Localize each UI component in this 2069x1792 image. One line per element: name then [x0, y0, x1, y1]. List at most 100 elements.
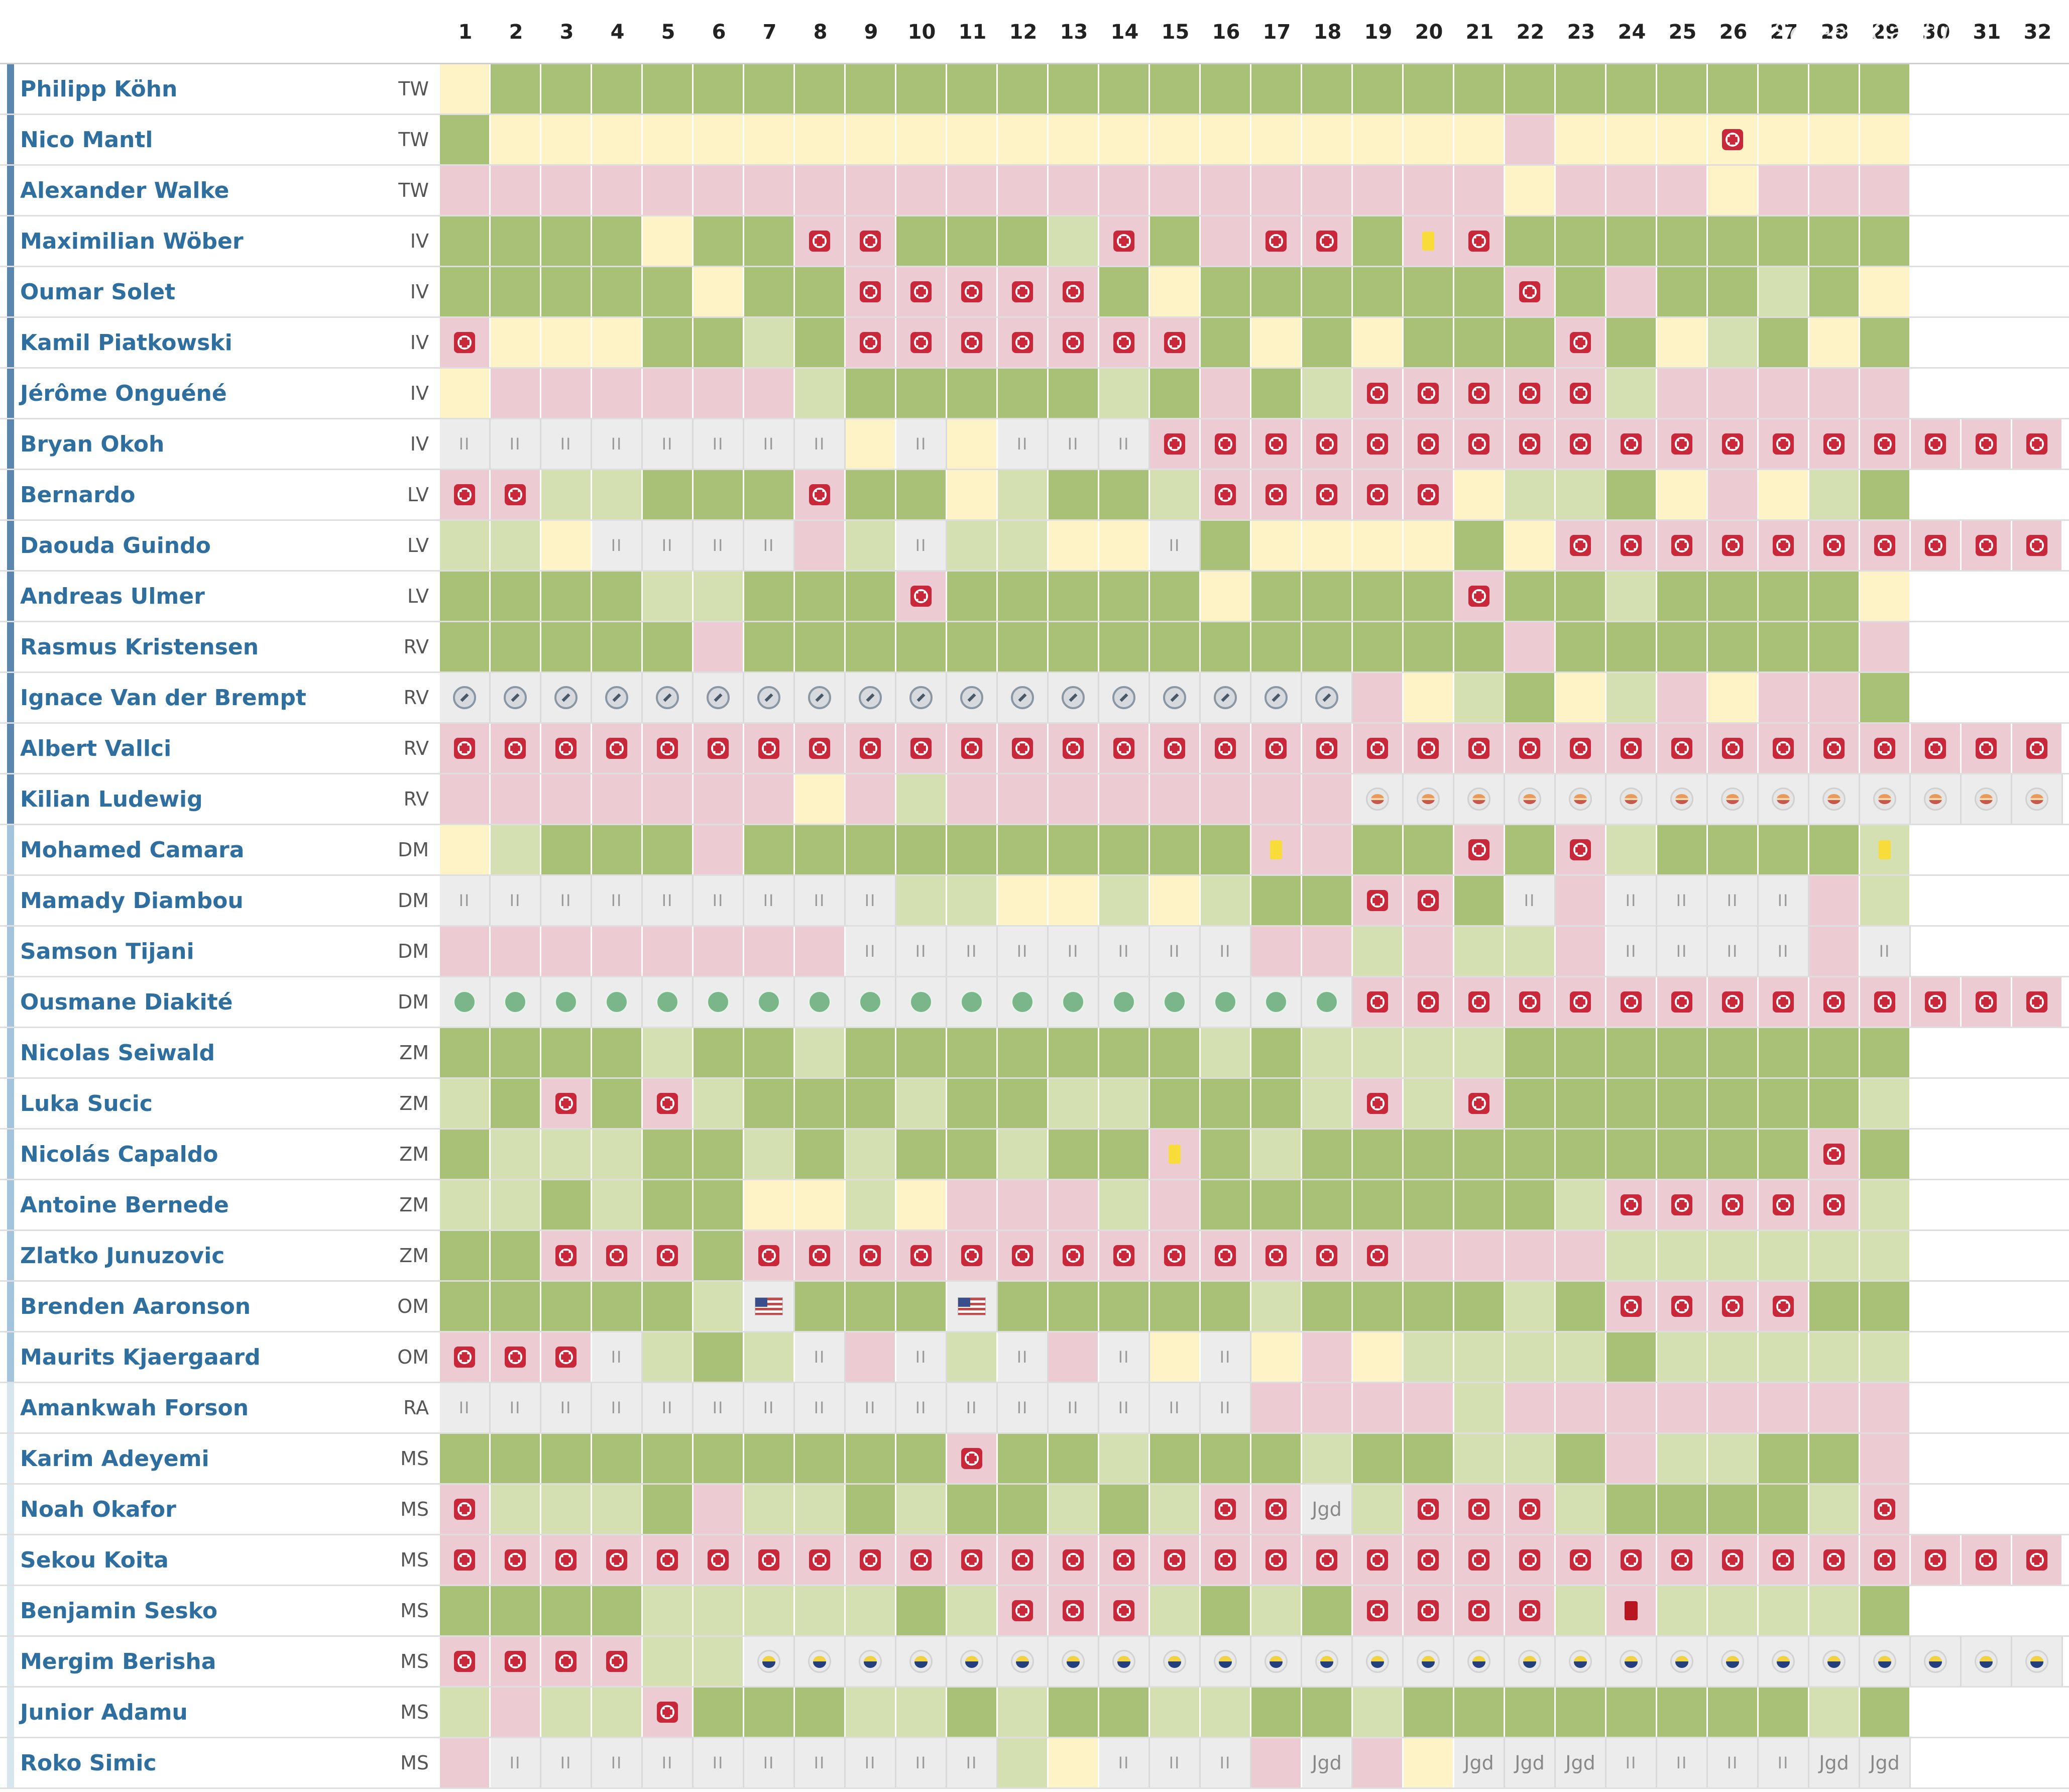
- matchday-cell[interactable]: [541, 369, 592, 418]
- matchday-cell[interactable]: [1302, 977, 1353, 1027]
- matchday-cell[interactable]: [440, 1130, 491, 1179]
- matchday-cell[interactable]: [592, 673, 643, 722]
- matchday-header[interactable]: 32: [2023, 21, 2052, 44]
- matchday-cell[interactable]: [744, 64, 795, 114]
- matchday-cell[interactable]: [2012, 1535, 2063, 1585]
- player-name-link[interactable]: Junior Adamu: [20, 1699, 188, 1725]
- matchday-cell[interactable]: [795, 724, 846, 773]
- matchday-cell[interactable]: [1606, 977, 1657, 1027]
- matchday-cell[interactable]: [896, 1688, 947, 1737]
- matchday-cell[interactable]: [694, 216, 744, 266]
- matchday-cell[interactable]: [1454, 1028, 1505, 1077]
- matchday-cell[interactable]: [1251, 1180, 1302, 1229]
- matchday-cell[interactable]: [1911, 673, 1962, 722]
- matchday-cell[interactable]: [1505, 419, 1556, 469]
- player-name-link[interactable]: Benjamin Sesko: [20, 1598, 218, 1624]
- matchday-cell[interactable]: [440, 622, 491, 671]
- matchday-cell[interactable]: Jgd: [1556, 1738, 1606, 1787]
- matchday-cell[interactable]: [1353, 166, 1404, 215]
- matchday-cell[interactable]: [998, 1028, 1049, 1077]
- matchday-cell[interactable]: [998, 267, 1049, 316]
- matchday-cell[interactable]: [1505, 166, 1556, 215]
- matchday-cell[interactable]: [1404, 977, 1454, 1027]
- matchday-cell[interactable]: II: [592, 1332, 643, 1382]
- matchday-cell[interactable]: [1911, 1231, 1962, 1280]
- matchday-cell[interactable]: [1759, 1282, 1809, 1331]
- matchday-cell[interactable]: [1404, 1332, 1454, 1382]
- matchday-cell[interactable]: [1099, 1130, 1150, 1179]
- matchday-cell[interactable]: II: [947, 1383, 998, 1432]
- matchday-cell[interactable]: [1454, 876, 1505, 925]
- matchday-cell[interactable]: [1302, 318, 1353, 367]
- matchday-cell[interactable]: [1251, 64, 1302, 114]
- matchday-cell[interactable]: [1860, 977, 1911, 1027]
- matchday-cell[interactable]: [1860, 1383, 1911, 1432]
- matchday-cell[interactable]: [1251, 927, 1302, 976]
- matchday-cell[interactable]: [694, 977, 744, 1027]
- matchday-cell[interactable]: [592, 216, 643, 266]
- matchday-cell[interactable]: [1911, 1586, 1962, 1635]
- matchday-cell[interactable]: [1201, 673, 1251, 722]
- matchday-cell[interactable]: [1759, 622, 1809, 671]
- matchday-cell[interactable]: [1201, 166, 1251, 215]
- matchday-cell[interactable]: [541, 64, 592, 114]
- matchday-cell[interactable]: [541, 572, 592, 621]
- matchday-cell[interactable]: [1759, 1688, 1809, 1737]
- matchday-cell[interactable]: [1099, 1231, 1150, 1280]
- matchday-cell[interactable]: [440, 572, 491, 621]
- player-name-link[interactable]: Albert Vallci: [20, 735, 172, 761]
- matchday-cell[interactable]: [947, 166, 998, 215]
- matchday-cell[interactable]: [1201, 1485, 1251, 1534]
- matchday-cell[interactable]: [643, 673, 694, 722]
- matchday-cell[interactable]: [1860, 876, 1911, 925]
- matchday-cell[interactable]: [1809, 876, 1860, 925]
- matchday-cell[interactable]: [1708, 521, 1759, 570]
- matchday-cell[interactable]: [1302, 1282, 1353, 1331]
- matchday-cell[interactable]: [896, 673, 947, 722]
- matchday-cell[interactable]: [1251, 1231, 1302, 1280]
- matchday-cell[interactable]: [1099, 1028, 1150, 1077]
- matchday-cell[interactable]: [541, 521, 592, 570]
- matchday-cell[interactable]: [440, 216, 491, 266]
- matchday-cell[interactable]: [1353, 927, 1404, 976]
- matchday-cell[interactable]: II: [896, 419, 947, 469]
- matchday-cell[interactable]: [694, 1282, 744, 1331]
- matchday-cell[interactable]: [1353, 673, 1404, 722]
- matchday-cell[interactable]: [1556, 1688, 1606, 1737]
- matchday-cell[interactable]: [1911, 470, 1962, 519]
- matchday-cell[interactable]: [1657, 267, 1708, 316]
- matchday-cell[interactable]: [1556, 1434, 1606, 1483]
- matchday-cell[interactable]: [846, 166, 896, 215]
- matchday-cell[interactable]: II: [896, 1738, 947, 1787]
- matchday-cell[interactable]: [541, 1231, 592, 1280]
- matchday-cell[interactable]: [846, 267, 896, 316]
- matchday-header[interactable]: 19: [1364, 21, 1393, 44]
- matchday-cell[interactable]: [2012, 572, 2063, 621]
- matchday-cell[interactable]: [643, 216, 694, 266]
- matchday-cell[interactable]: [1556, 774, 1606, 824]
- matchday-cell[interactable]: [643, 774, 694, 824]
- matchday-cell[interactable]: [592, 115, 643, 164]
- matchday-cell[interactable]: [1251, 369, 1302, 418]
- matchday-cell[interactable]: [1353, 1231, 1404, 1280]
- matchday-cell[interactable]: II: [643, 521, 694, 570]
- matchday-cell[interactable]: [1099, 724, 1150, 773]
- matchday-cell[interactable]: [1962, 419, 2012, 469]
- matchday-cell[interactable]: [896, 1231, 947, 1280]
- matchday-cell[interactable]: [440, 166, 491, 215]
- matchday-cell[interactable]: [1302, 166, 1353, 215]
- matchday-cell[interactable]: [1606, 1282, 1657, 1331]
- matchday-cell[interactable]: [694, 927, 744, 976]
- matchday-cell[interactable]: [1099, 369, 1150, 418]
- matchday-cell[interactable]: [998, 622, 1049, 671]
- matchday-cell[interactable]: [1251, 673, 1302, 722]
- matchday-cell[interactable]: [1201, 1028, 1251, 1077]
- matchday-cell[interactable]: [947, 673, 998, 722]
- matchday-cell[interactable]: [1302, 876, 1353, 925]
- matchday-cell[interactable]: [1099, 64, 1150, 114]
- matchday-cell[interactable]: [846, 774, 896, 824]
- player-name-link[interactable]: Luka Sucic: [20, 1090, 153, 1116]
- matchday-cell[interactable]: [1556, 1282, 1606, 1331]
- matchday-cell[interactable]: [1809, 927, 1860, 976]
- matchday-cell[interactable]: [491, 977, 541, 1027]
